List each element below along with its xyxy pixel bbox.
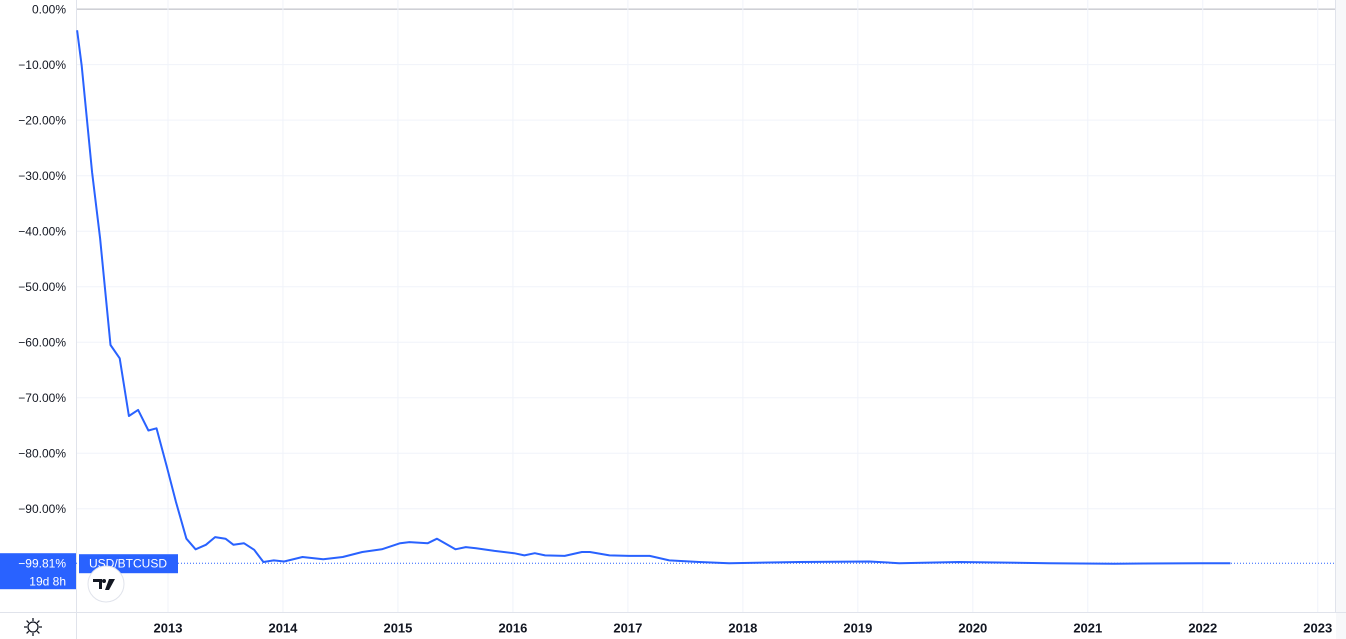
grid (76, 0, 1335, 612)
last-value-badge (0, 553, 76, 590)
y-tick-label: −30.00% (18, 169, 66, 183)
x-tick-label: 2014 (268, 620, 298, 635)
x-tick-label: 2020 (958, 620, 987, 635)
x-tick-label: 2023 (1303, 620, 1332, 635)
y-tick-label: −20.00% (18, 113, 66, 127)
last-value-label: −99.81% (18, 556, 66, 570)
logo (87, 565, 125, 603)
x-tick-label: 2017 (613, 620, 642, 635)
y-tick-label: −50.00% (18, 280, 66, 294)
x-tick-label: 2018 (728, 620, 757, 635)
gear-ring (27, 621, 39, 633)
y-tick-label: −40.00% (18, 224, 66, 238)
right-margin (1336, 0, 1346, 639)
x-tick-label: 2022 (1188, 620, 1217, 635)
y-tick-label: −80.00% (18, 446, 66, 460)
countdown-label: 19d 8h (29, 574, 66, 588)
gear-teeth (24, 618, 42, 636)
logo-mark (93, 579, 115, 590)
x-tick-label: 2016 (498, 620, 527, 635)
y-tick-label: −10.00% (18, 58, 66, 72)
y-tick-label: −70.00% (18, 391, 66, 405)
y-tick-label: 0.00% (32, 2, 66, 16)
x-tick-label: 2015 (383, 620, 412, 635)
line (76, 30, 1231, 565)
x-tick-label: 2013 (154, 620, 183, 635)
settings-icon[interactable] (24, 618, 42, 636)
x-tick-label: 2019 (843, 620, 872, 635)
y-tick-label: −90.00% (18, 502, 66, 516)
y-tick-label: −60.00% (18, 335, 66, 349)
x-tick-label: 2021 (1073, 620, 1102, 635)
logo-circle (87, 565, 125, 603)
